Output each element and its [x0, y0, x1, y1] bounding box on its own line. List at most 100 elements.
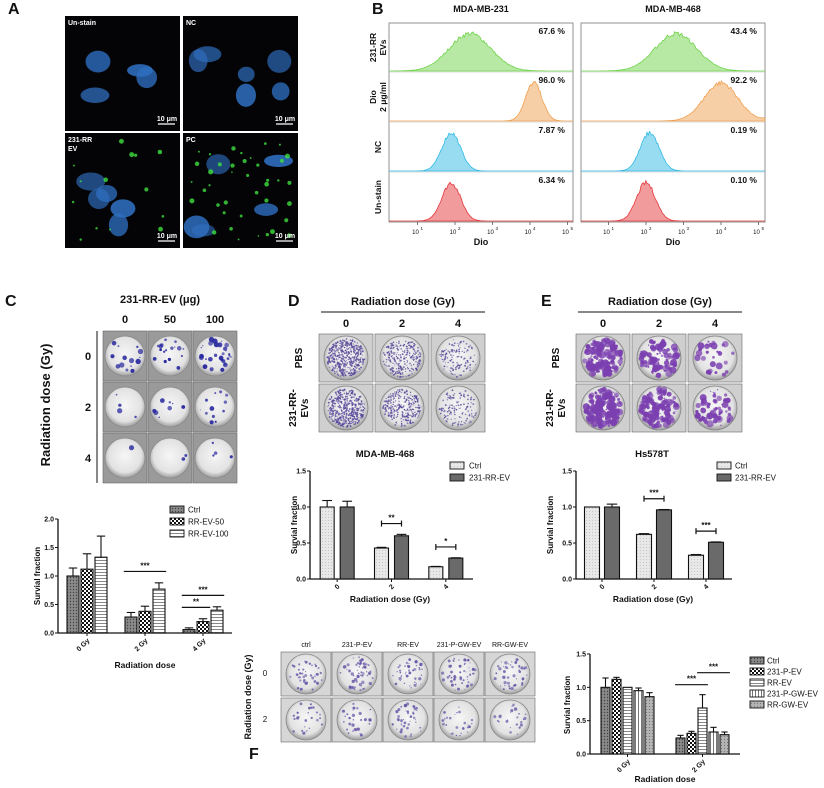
colony: [516, 733, 518, 735]
colony: [450, 411, 452, 413]
nucleus: [127, 64, 153, 77]
colony: [296, 716, 300, 720]
colony: [336, 416, 338, 418]
colony: [355, 358, 357, 361]
colony: [360, 357, 362, 359]
colony: [361, 676, 363, 678]
colony: [463, 658, 467, 662]
colony: [363, 718, 367, 722]
colony: [339, 389, 342, 392]
flow-plot-frame: [580, 22, 766, 223]
colony: [713, 392, 716, 395]
y-axis-label: Survial fraction: [290, 496, 299, 554]
colony: [405, 391, 408, 393]
colony: [341, 412, 344, 414]
colony: [398, 406, 401, 409]
colony: [416, 400, 419, 403]
colony: [405, 671, 407, 673]
colony: [414, 681, 416, 683]
x-tick-label: 2 Gy: [691, 758, 707, 774]
colony: [508, 685, 511, 688]
colony: [458, 348, 460, 351]
colony: [395, 421, 397, 424]
colony: [415, 397, 418, 399]
colony: [612, 401, 615, 405]
colony: [602, 373, 606, 377]
ev-signal: [217, 162, 222, 167]
colony: [416, 365, 419, 368]
colony: [354, 369, 356, 371]
colony: [472, 360, 475, 363]
flow-histogram: [581, 79, 766, 122]
colony: [582, 358, 588, 364]
colony: [666, 403, 671, 408]
colony: [384, 404, 387, 406]
colony: [344, 418, 346, 421]
flow-histogram: [581, 179, 765, 222]
colony: [305, 681, 309, 685]
colony: [458, 355, 460, 358]
colony: [387, 400, 390, 403]
colony: [397, 666, 400, 669]
colony: [319, 671, 322, 675]
colony: [450, 371, 452, 373]
bar: [319, 506, 335, 580]
ev-signal: [158, 226, 163, 232]
colony: [712, 391, 714, 393]
colony: [337, 418, 339, 421]
colony: [467, 402, 470, 405]
colony: [470, 412, 473, 415]
colony: [211, 441, 214, 445]
colony: [445, 348, 447, 350]
colony: [399, 375, 402, 378]
ev-signal: [287, 201, 292, 206]
colony: [673, 401, 676, 404]
ev-signal: [208, 153, 212, 156]
colony: [403, 351, 406, 353]
colony: [363, 665, 367, 669]
colony: [397, 372, 399, 374]
colony: [361, 667, 364, 669]
colony: [351, 723, 355, 727]
colony: [351, 373, 354, 376]
colony: [395, 371, 397, 373]
colony: [336, 350, 338, 352]
colony: [397, 364, 400, 367]
colony: [458, 343, 460, 345]
colony: [346, 346, 348, 348]
colony: [327, 405, 329, 408]
colony: [396, 728, 398, 730]
colony: [455, 408, 458, 411]
colony: [402, 344, 405, 347]
colony: [446, 418, 449, 420]
colony: [452, 424, 454, 426]
significance-label: **: [388, 514, 395, 523]
colony: [223, 346, 228, 351]
colony: [353, 417, 356, 420]
colony: [385, 365, 387, 367]
colony: [440, 353, 442, 356]
bar-charts: 0.00.51.01.52.00 Gy 2 Gy 4 GyCtrlRR-EV-50R…: [33, 449, 819, 784]
colony: [640, 404, 643, 407]
axis-tick-exponent: 5: [571, 226, 574, 231]
colony: [411, 346, 413, 348]
colony: [354, 344, 356, 346]
colony: [410, 403, 413, 405]
colony: [655, 375, 657, 377]
colony: [336, 359, 338, 361]
colony: [657, 423, 662, 428]
colony: [350, 389, 353, 392]
colony: [328, 404, 330, 406]
colony: [399, 388, 401, 391]
colony: [399, 730, 403, 734]
colony: [130, 368, 135, 373]
colony: [469, 420, 472, 423]
colony: [586, 405, 591, 410]
colony: [328, 416, 331, 418]
colony: [463, 351, 466, 354]
ev-signal: [277, 179, 280, 182]
colony: [337, 362, 339, 365]
colony: [332, 411, 335, 413]
colony: [342, 398, 344, 401]
colony: [350, 350, 353, 353]
